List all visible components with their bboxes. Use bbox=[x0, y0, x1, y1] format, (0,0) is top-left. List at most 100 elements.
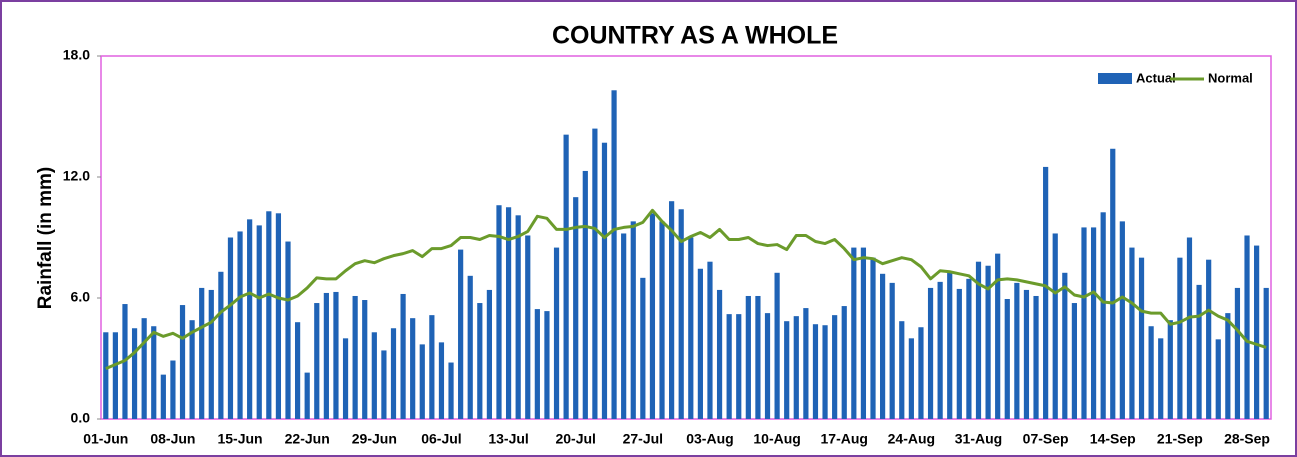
bar bbox=[534, 309, 540, 419]
bar bbox=[563, 134, 569, 419]
bar bbox=[851, 247, 857, 419]
x-tick-label: 21-Sep bbox=[1157, 431, 1203, 447]
bar bbox=[659, 221, 665, 419]
bar bbox=[525, 235, 531, 419]
bar bbox=[764, 313, 771, 419]
bar bbox=[304, 372, 310, 419]
bar bbox=[1004, 299, 1010, 419]
bar bbox=[975, 261, 982, 419]
bar bbox=[362, 300, 368, 419]
x-tick-label: 31-Aug bbox=[955, 431, 1002, 447]
bar bbox=[879, 273, 886, 419]
bar bbox=[870, 257, 876, 419]
bar bbox=[515, 215, 521, 419]
x-tick-label: 22-Jun bbox=[285, 431, 330, 447]
bar bbox=[1196, 284, 1202, 419]
bar bbox=[918, 327, 924, 419]
bar bbox=[1215, 339, 1221, 419]
y-tick-label: 0.0 bbox=[71, 410, 91, 426]
bar bbox=[611, 90, 617, 420]
bar bbox=[697, 268, 703, 419]
bar bbox=[726, 314, 732, 419]
bar bbox=[784, 321, 790, 419]
bar bbox=[1043, 166, 1049, 419]
bar bbox=[448, 362, 454, 419]
bar bbox=[189, 320, 195, 419]
bar bbox=[592, 128, 598, 419]
bar bbox=[707, 261, 713, 419]
x-tick-label: 06-Jul bbox=[421, 431, 461, 447]
bar bbox=[1234, 287, 1241, 419]
bar bbox=[496, 205, 502, 419]
bar bbox=[947, 272, 953, 419]
bar bbox=[400, 293, 406, 419]
bar bbox=[410, 318, 416, 419]
bar bbox=[131, 328, 138, 419]
bar bbox=[266, 211, 272, 419]
bar bbox=[1254, 245, 1260, 419]
x-tick-label: 28-Sep bbox=[1224, 431, 1270, 447]
bar bbox=[352, 295, 358, 419]
bar bbox=[669, 201, 675, 419]
bar bbox=[544, 311, 550, 419]
bar bbox=[419, 344, 425, 419]
bar bbox=[199, 287, 205, 419]
bar bbox=[601, 142, 608, 419]
bar bbox=[429, 315, 435, 419]
bar bbox=[227, 237, 234, 419]
bar bbox=[342, 338, 349, 419]
bar bbox=[1110, 148, 1116, 419]
legend-swatch bbox=[1098, 73, 1132, 84]
bar bbox=[208, 289, 214, 419]
x-tick-label: 20-Jul bbox=[555, 431, 595, 447]
bar bbox=[793, 316, 799, 419]
x-tick-label: 15-Jun bbox=[217, 431, 262, 447]
legend-label: Actual bbox=[1136, 70, 1176, 85]
bar bbox=[1023, 289, 1030, 419]
x-tick-label: 08-Jun bbox=[150, 431, 195, 447]
x-tick-label: 13-Jul bbox=[488, 431, 528, 447]
bar bbox=[1263, 287, 1269, 419]
bar bbox=[803, 308, 809, 419]
bar bbox=[390, 328, 397, 419]
bar bbox=[467, 275, 473, 419]
bar bbox=[649, 213, 656, 419]
bar bbox=[956, 288, 962, 419]
x-tick-label: 03-Aug bbox=[686, 431, 733, 447]
line bbox=[105, 208, 1267, 370]
x-tick-label: 27-Jul bbox=[623, 431, 663, 447]
bar bbox=[1129, 247, 1135, 419]
bar bbox=[505, 207, 512, 419]
bar bbox=[812, 324, 819, 419]
bar bbox=[966, 278, 972, 419]
bar bbox=[275, 213, 282, 419]
bar bbox=[860, 247, 867, 419]
bar bbox=[573, 197, 579, 419]
bar bbox=[927, 287, 934, 419]
bar bbox=[179, 305, 186, 419]
bar bbox=[1158, 338, 1164, 419]
bar bbox=[1062, 272, 1068, 419]
bar bbox=[1052, 233, 1058, 419]
y-tick-label: 6.0 bbox=[71, 289, 91, 305]
bar bbox=[745, 295, 751, 419]
bar bbox=[1014, 282, 1020, 419]
bar bbox=[1100, 212, 1106, 419]
bar bbox=[1081, 227, 1087, 419]
bar bbox=[1138, 257, 1145, 419]
bar bbox=[774, 272, 780, 419]
y-axis-label: Rainfall (in mm) bbox=[35, 167, 56, 310]
bar bbox=[985, 265, 991, 419]
bar bbox=[1225, 313, 1231, 419]
bar bbox=[630, 221, 636, 419]
bar bbox=[995, 253, 1001, 419]
x-tick-label: 29-Jun bbox=[352, 431, 397, 447]
bar bbox=[237, 231, 243, 419]
x-tick-label: 17-Aug bbox=[821, 431, 868, 447]
bar bbox=[621, 233, 627, 419]
bar bbox=[1090, 227, 1097, 419]
bar bbox=[1186, 237, 1193, 419]
bar bbox=[1033, 295, 1039, 419]
bar bbox=[553, 247, 560, 419]
